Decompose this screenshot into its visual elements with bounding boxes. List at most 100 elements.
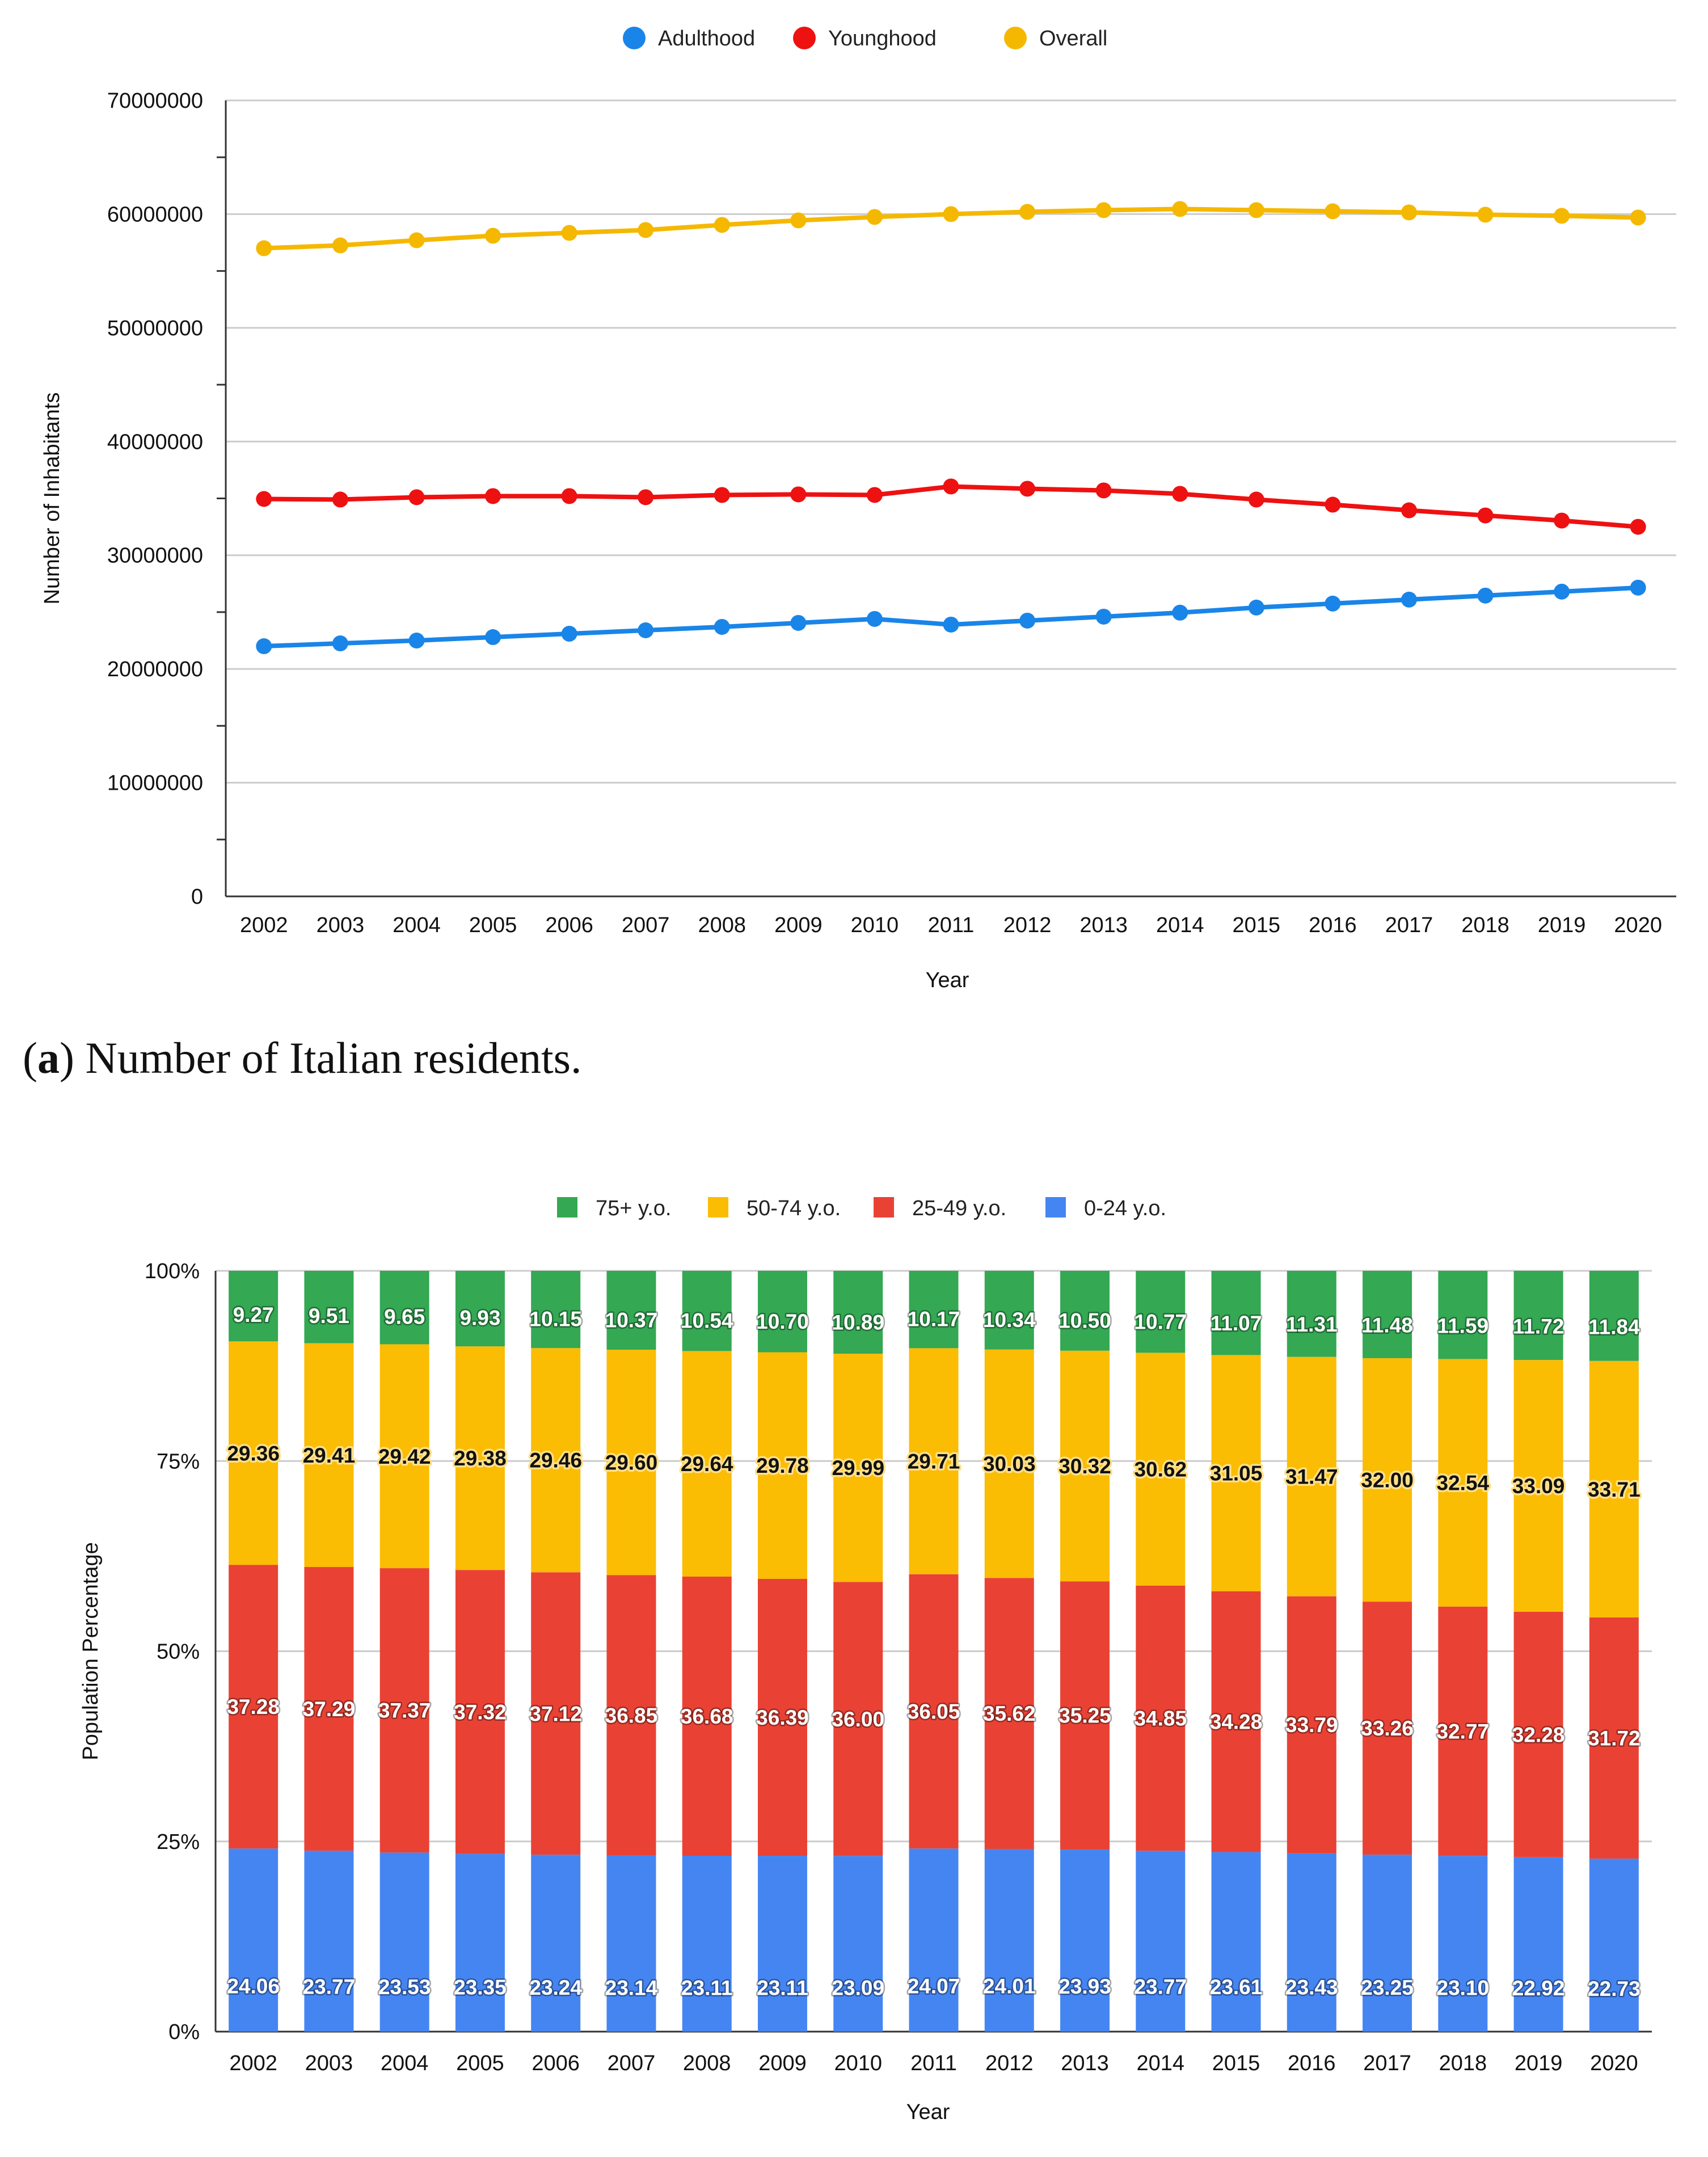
- data-point: [332, 635, 348, 652]
- data-point: [714, 487, 730, 503]
- data-label: 11.84: [1588, 1315, 1640, 1338]
- data-point: [256, 240, 272, 256]
- data-label: 34.28: [1210, 1711, 1263, 1734]
- legend-label: Adulthood: [658, 27, 755, 50]
- x-tick-label: 2006: [545, 913, 593, 937]
- data-label: 23.61: [1210, 1975, 1263, 1999]
- data-point: [1172, 486, 1188, 502]
- bar-segment-50-74-y-o-: [379, 1344, 429, 1569]
- bar-segment-75-y-o-: [833, 1271, 883, 1354]
- bar-segment-50-74-y-o-: [1060, 1350, 1110, 1582]
- bar-segment-75-y-o-: [1363, 1271, 1412, 1358]
- data-label: 36.68: [681, 1705, 733, 1728]
- data-point: [638, 622, 654, 638]
- x-axis-title: Year: [926, 968, 969, 992]
- data-label: 30.62: [1134, 1458, 1187, 1481]
- bar-segment-25-49-y-o-: [1060, 1581, 1110, 1850]
- data-label: 23.11: [757, 1977, 808, 2000]
- x-tick-label: 2008: [698, 913, 746, 937]
- legend-label: 25-49 y.o.: [912, 1197, 1006, 1220]
- data-point: [790, 614, 807, 631]
- data-label: 32.00: [1361, 1469, 1414, 1492]
- data-label: 33.26: [1361, 1717, 1414, 1740]
- data-label: 37.12: [529, 1702, 582, 1725]
- data-label: 29.41: [303, 1444, 356, 1467]
- x-tick-label: 2008: [683, 2051, 731, 2075]
- x-tick-label: 2009: [774, 913, 823, 937]
- data-label: 10.37: [605, 1308, 658, 1332]
- data-point: [866, 209, 883, 225]
- bar-segment-0-24-y-o-: [1211, 1852, 1261, 2032]
- y-tick-label: 60000000: [107, 203, 203, 226]
- data-point: [1019, 481, 1036, 497]
- legend-label: Younghood: [828, 27, 937, 50]
- bar-segment-75-y-o-: [379, 1271, 429, 1345]
- data-label: 29.71: [908, 1450, 960, 1473]
- data-label: 9.65: [384, 1305, 425, 1328]
- data-label: 29.42: [378, 1445, 431, 1468]
- data-label: 36.05: [908, 1700, 960, 1724]
- line-chart: 0 10000000 20000000 30000000 40000000 5000000…: [40, 27, 1676, 992]
- caption-letter: a: [37, 1033, 60, 1082]
- data-label: 37.32: [454, 1701, 507, 1724]
- data-label: 37.37: [378, 1699, 431, 1722]
- data-label: 35.62: [983, 1702, 1036, 1725]
- line-chart-panel: 0 10000000 20000000 30000000 40000000 5000000…: [0, 0, 1708, 999]
- bar-segment-75-y-o-: [1589, 1271, 1639, 1361]
- data-point: [1477, 207, 1494, 223]
- data-label: 23.77: [1134, 1975, 1187, 1998]
- data-point: [1401, 204, 1417, 221]
- data-point: [1248, 599, 1264, 616]
- data-point: [1172, 604, 1188, 621]
- data-point: [1248, 491, 1264, 508]
- bar-segment-75-y-o-: [531, 1271, 581, 1349]
- x-tick-label: 2012: [985, 2051, 1034, 2075]
- data-point: [1325, 595, 1341, 612]
- x-tick-label: 2004: [393, 913, 441, 937]
- data-point: [485, 228, 501, 244]
- legend-label: Overall: [1039, 27, 1107, 50]
- bar-segment-0-24-y-o-: [304, 1851, 354, 2032]
- data-point: [943, 206, 959, 222]
- data-point: [1095, 202, 1112, 218]
- data-point: [561, 626, 577, 642]
- data-label: 37.29: [303, 1697, 356, 1721]
- legend-marker: [874, 1197, 894, 1217]
- data-label: 23.53: [378, 1975, 431, 1999]
- y-tick-label: 50%: [157, 1640, 200, 1664]
- data-point: [485, 488, 501, 504]
- caption-text: Number of Italian residents.: [74, 1033, 582, 1082]
- data-label: 23.10: [1437, 1977, 1490, 2000]
- data-point: [943, 478, 959, 495]
- x-tick-label: 2013: [1079, 913, 1128, 937]
- bar-segment-50-74-y-o-: [1589, 1360, 1639, 1617]
- y-tick-label: 40000000: [107, 430, 203, 454]
- data-label: 9.51: [309, 1304, 349, 1328]
- data-label: 22.73: [1588, 1977, 1640, 2000]
- data-label: 11.07: [1211, 1312, 1262, 1335]
- stacked-bar-chart-panel: 0% 25% 50% 75% 100% 24.06 37.28 29.36 9.27 2002 23…: [0, 1146, 1708, 2154]
- bar-segment-0-24-y-o-: [1363, 1855, 1412, 2032]
- data-point: [1401, 591, 1417, 608]
- x-tick-label: 2019: [1538, 913, 1586, 937]
- x-tick-label: 2004: [381, 2051, 429, 2075]
- bar-segment-0-24-y-o-: [984, 1849, 1034, 2032]
- data-label: 32.28: [1512, 1723, 1565, 1746]
- data-label: 23.77: [303, 1975, 356, 1998]
- bar-segment-25-49-y-o-: [757, 1578, 807, 1856]
- y-tick-label: 10000000: [107, 772, 203, 795]
- bar-segment-25-49-y-o-: [379, 1568, 429, 1853]
- x-tick-label: 2007: [608, 2051, 656, 2075]
- data-point: [1477, 507, 1494, 524]
- bar-segment-25-49-y-o-: [1438, 1606, 1488, 1856]
- x-tick-label: 2017: [1363, 2051, 1411, 2075]
- bar-segment-25-49-y-o-: [833, 1582, 883, 1856]
- data-label: 33.09: [1512, 1474, 1565, 1498]
- bar-segment-75-y-o-: [1513, 1271, 1563, 1360]
- stacked-bar-chart: 0% 25% 50% 75% 100% 24.06 37.28 29.36 9.27 2002 23…: [79, 1197, 1652, 2124]
- bar-segment-25-49-y-o-: [606, 1575, 656, 1856]
- x-tick-label: 2015: [1212, 2051, 1260, 2075]
- x-tick-label: 2019: [1515, 2051, 1563, 2075]
- bar-segment-50-74-y-o-: [833, 1354, 883, 1582]
- data-label: 11.72: [1513, 1315, 1564, 1338]
